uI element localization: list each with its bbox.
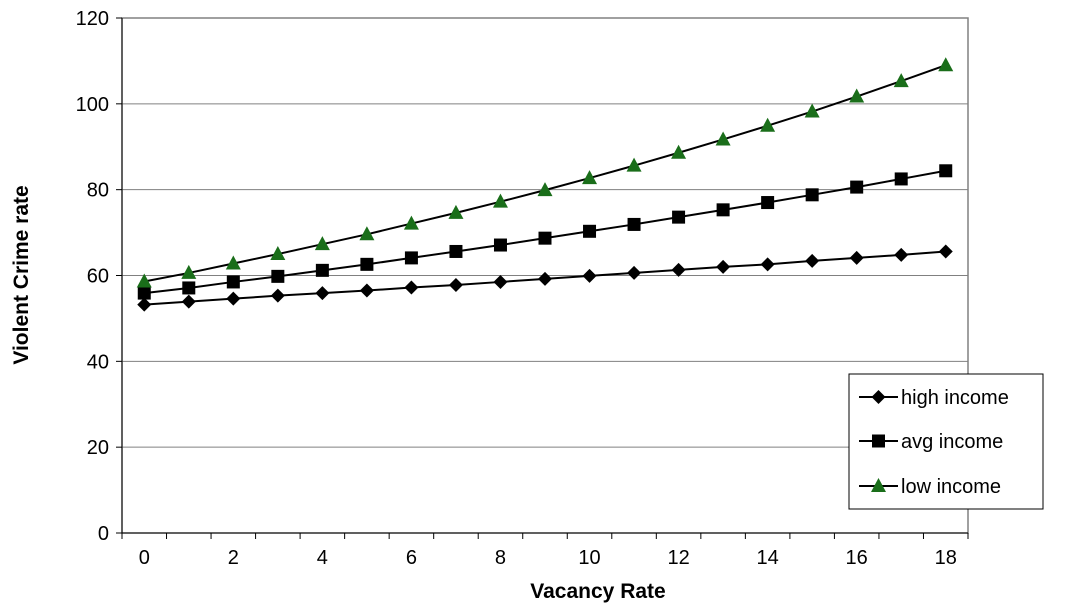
- y-tick-label: 60: [87, 266, 109, 288]
- legend-label: avg income: [901, 431, 1003, 453]
- data-point: [715, 131, 731, 146]
- data-point: [582, 268, 597, 283]
- data-point: [893, 73, 909, 88]
- data-point: [538, 271, 552, 286]
- data-point: [716, 259, 731, 274]
- data-point: [181, 294, 196, 309]
- data-point: [939, 164, 953, 178]
- data-point: [849, 88, 865, 103]
- data-point: [805, 253, 820, 268]
- data-point: [492, 193, 508, 208]
- y-tick-label: 40: [87, 351, 109, 373]
- data-point: [672, 210, 686, 224]
- data-point: [448, 277, 463, 292]
- data-point: [760, 117, 776, 132]
- y-tick-label: 80: [87, 180, 109, 202]
- data-point: [181, 264, 197, 279]
- data-point: [136, 273, 152, 288]
- data-point: [938, 57, 954, 72]
- data-point: [226, 291, 241, 306]
- data-point: [359, 226, 375, 241]
- x-tick-label: 4: [317, 547, 328, 569]
- y-axis-title: Violent Crime rate: [10, 185, 33, 364]
- data-point: [760, 257, 775, 272]
- series-line: [144, 64, 947, 283]
- data-point: [849, 250, 864, 265]
- data-point: [314, 236, 330, 251]
- data-point: [360, 257, 374, 271]
- legend-marker: [871, 390, 886, 404]
- data-point: [448, 204, 464, 219]
- x-tick-label: 18: [935, 547, 957, 569]
- legend-label: low income: [901, 476, 1001, 498]
- data-point: [538, 231, 552, 245]
- data-point: [137, 286, 151, 300]
- data-point: [493, 274, 508, 289]
- data-point: [270, 288, 285, 303]
- y-tick-label: 0: [98, 523, 109, 545]
- legend-marker: [872, 434, 885, 448]
- data-point: [716, 203, 730, 217]
- data-point: [404, 251, 418, 265]
- data-point: [850, 180, 864, 194]
- data-point: [271, 269, 285, 283]
- axes: [116, 17, 969, 539]
- x-tick-label: 14: [757, 547, 779, 569]
- legend-marker: [871, 478, 886, 492]
- data-point: [627, 217, 641, 231]
- data-point: [182, 281, 196, 295]
- data-point: [315, 263, 329, 277]
- data-point: [938, 244, 953, 259]
- data-point: [315, 286, 330, 301]
- y-tick-label: 120: [76, 8, 109, 30]
- data-point: [270, 246, 286, 261]
- x-tick-label: 10: [578, 547, 600, 569]
- series-layer: [136, 57, 954, 312]
- tick-labels: 0 20 40 60 80 100 120 0 2 4 6 8 10 12 14 16 18: [76, 8, 957, 569]
- y-tick-label: 100: [76, 94, 109, 116]
- x-tick-label: 8: [495, 547, 506, 569]
- series-low-income: [136, 57, 954, 288]
- data-point: [671, 144, 687, 159]
- data-point: [404, 280, 419, 295]
- legend-label: high income: [901, 387, 1009, 409]
- data-point: [493, 238, 507, 252]
- data-point: [627, 265, 642, 280]
- data-point: [804, 103, 820, 118]
- x-axis-title: Vacancy Rate: [530, 580, 665, 603]
- x-tick-label: 2: [228, 547, 239, 569]
- y-tick-label: 20: [87, 437, 109, 459]
- data-point: [449, 244, 463, 258]
- data-point: [403, 215, 419, 230]
- data-point: [805, 188, 819, 202]
- x-tick-label: 6: [406, 547, 417, 569]
- data-point: [359, 283, 374, 298]
- data-point: [226, 275, 240, 289]
- x-tick-label: 16: [846, 547, 868, 569]
- data-point: [894, 247, 909, 262]
- data-point: [761, 196, 775, 210]
- data-point: [537, 182, 553, 197]
- data-point: [225, 255, 241, 270]
- x-tick-label: 12: [667, 547, 689, 569]
- series-avg-income: [137, 164, 953, 300]
- x-tick-label: 0: [139, 547, 150, 569]
- data-point: [671, 262, 686, 277]
- data-point: [626, 157, 642, 172]
- series-high-income: [137, 244, 953, 312]
- legend: high income avg income low income: [848, 373, 1044, 510]
- data-point: [894, 172, 908, 186]
- data-point: [582, 170, 598, 185]
- data-point: [137, 297, 152, 312]
- data-point: [583, 224, 597, 238]
